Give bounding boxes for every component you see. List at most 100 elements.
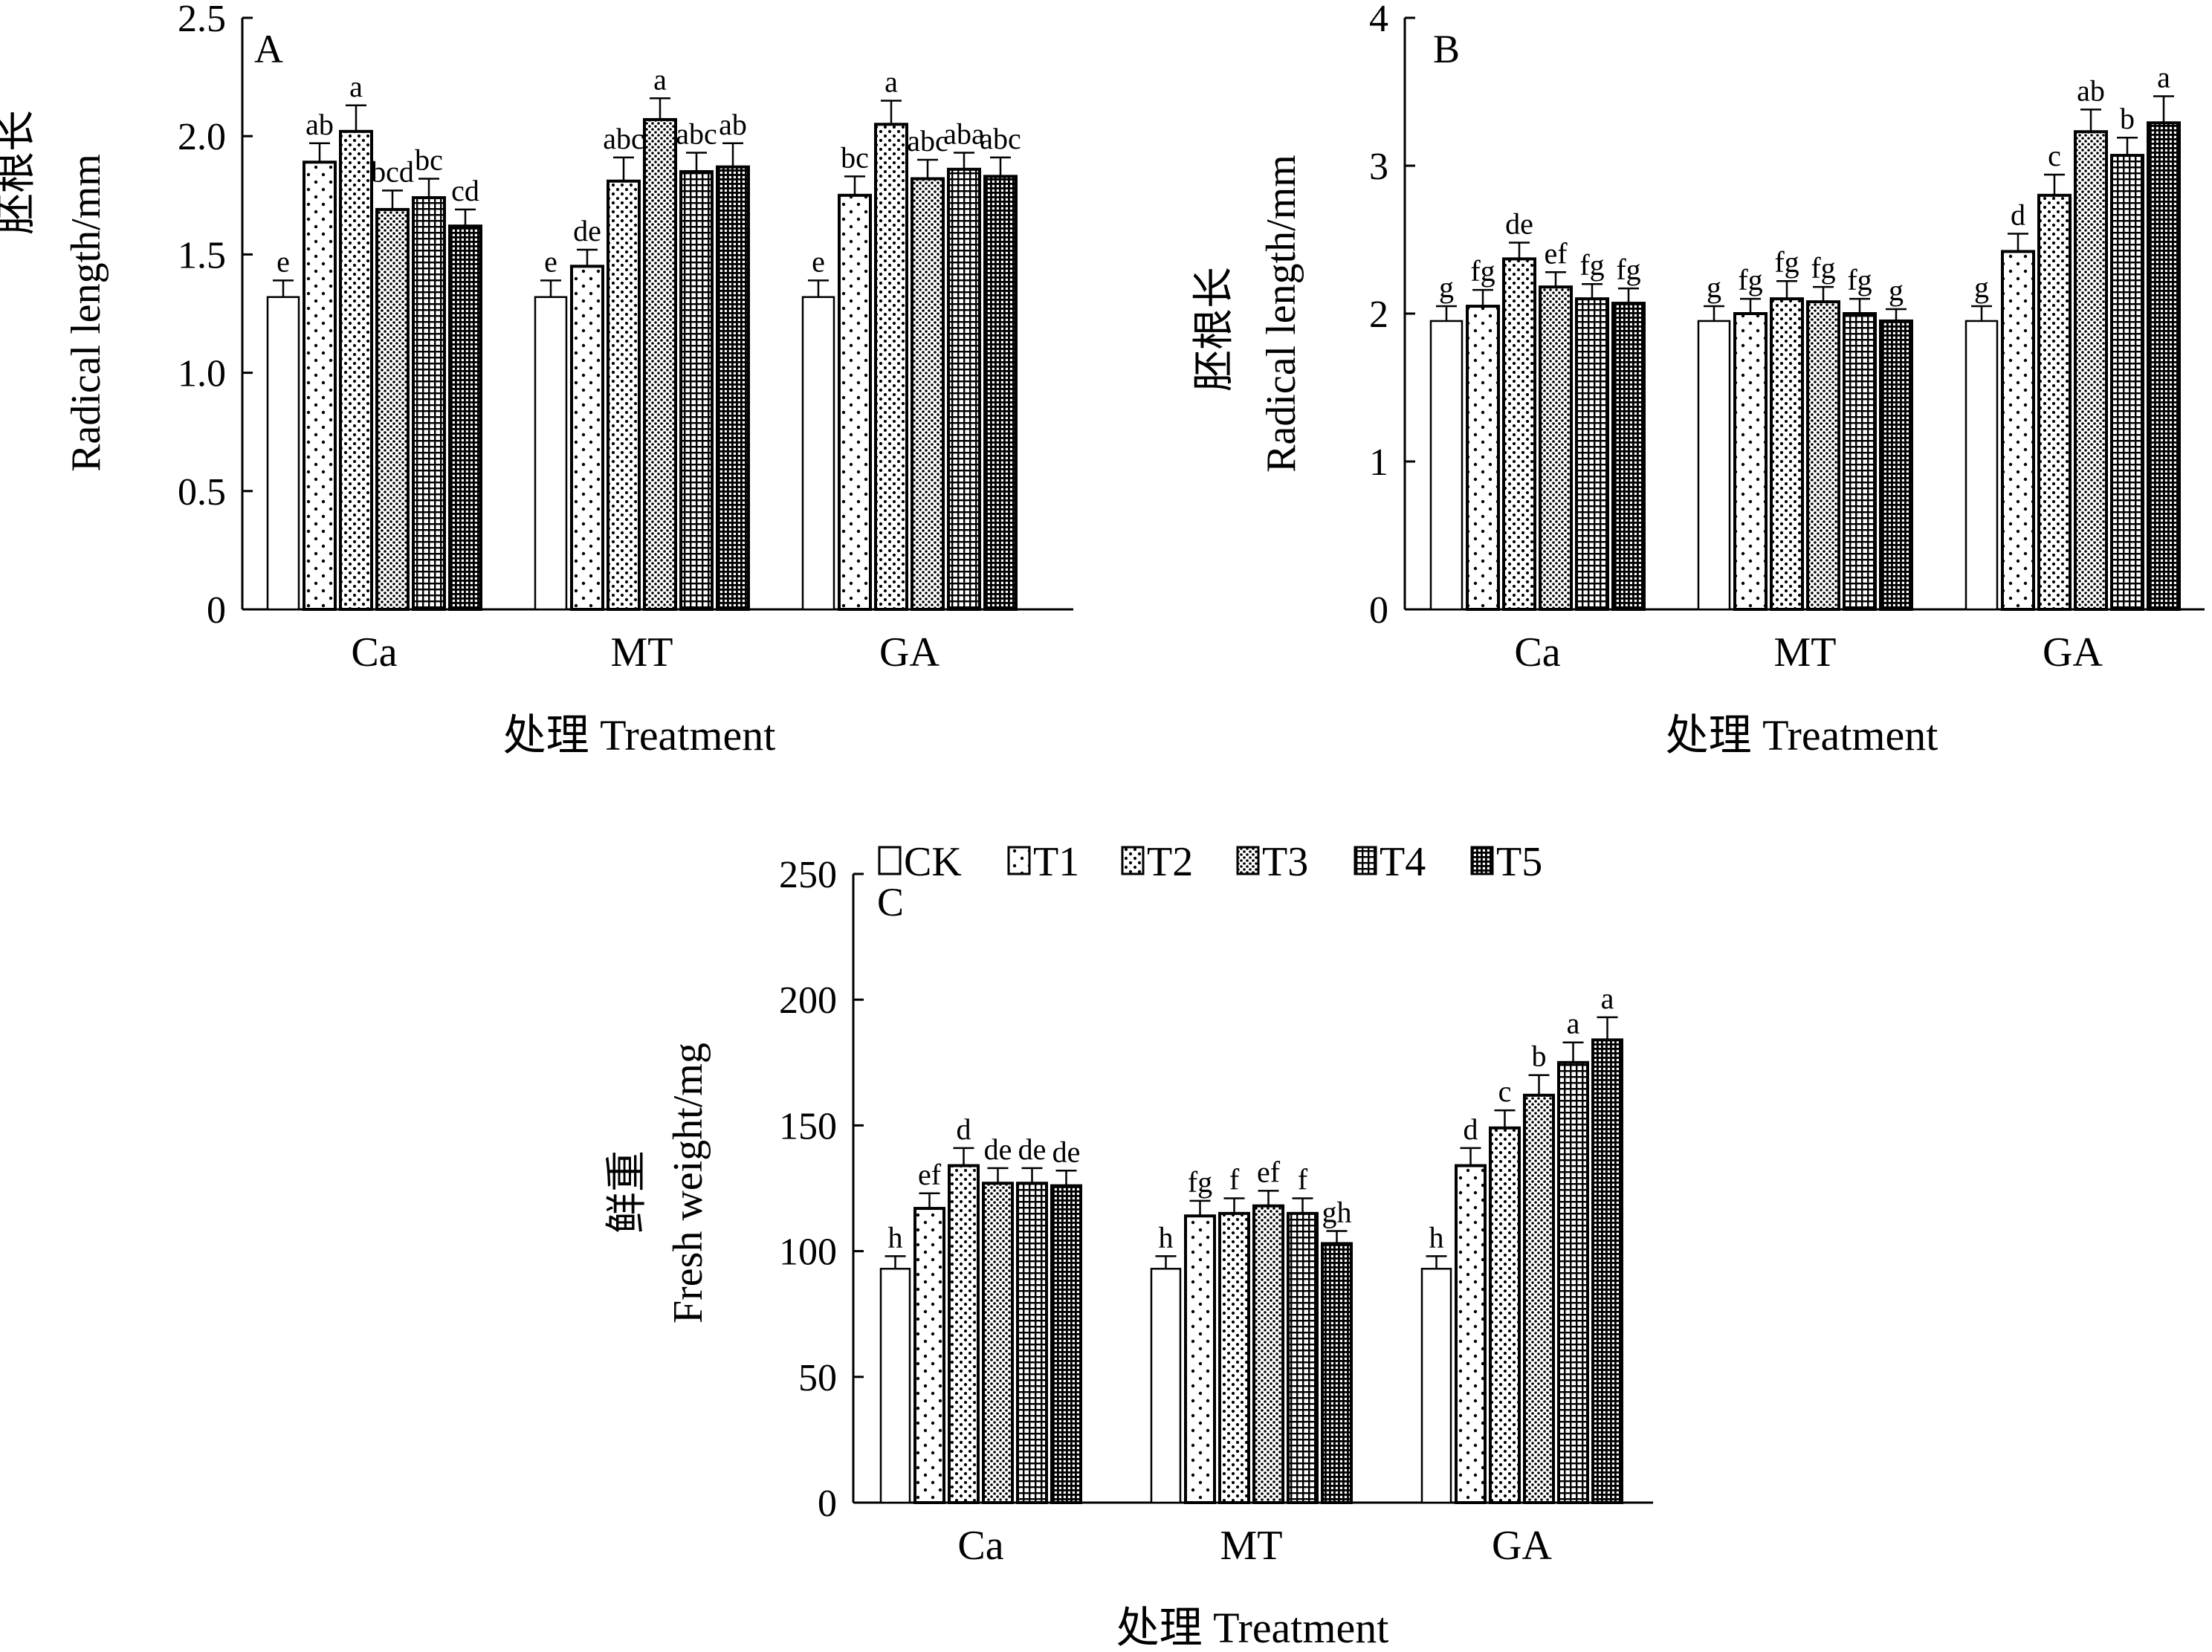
panel-c-sig-letter: gh xyxy=(1322,1196,1352,1229)
panel-a-ytick-label: 2.5 xyxy=(178,0,226,40)
panel-b-bar xyxy=(2147,121,2181,612)
panel-a-sig-letter: bcd xyxy=(371,155,414,188)
panel-c-sig-letter: d xyxy=(957,1112,971,1146)
panel-c-sig-letter: d xyxy=(1464,1112,1478,1146)
panel-a-bar xyxy=(643,117,677,612)
panel-c-sig-letter: de xyxy=(984,1133,1012,1166)
panel-b-sig-letter: a xyxy=(2157,60,2170,94)
panel-b-category-label: Ca xyxy=(1514,629,1560,676)
panel-b-sig-letter: ab xyxy=(2077,74,2105,107)
panel-b-bar xyxy=(1964,320,1999,611)
legend-item-t3: T3 xyxy=(1236,839,1308,885)
panel-a-ylabel-cn: 胚根长 xyxy=(0,110,39,235)
panel-b-bar xyxy=(1575,297,1609,611)
panel-c-sig-letter: fg xyxy=(1188,1165,1212,1199)
panel-a-sig-letter: e xyxy=(812,244,825,278)
legend-item-t2: T2 xyxy=(1121,839,1193,885)
panel-a-bar xyxy=(838,193,872,611)
panel-c-ylabel-en: Fresh weight/mg xyxy=(665,1043,711,1324)
panel-c: 鲜重 Fresh weight/mg 处理 Treatment C 0 50 100… xyxy=(604,854,1653,1652)
panel-b-sig-letter: g xyxy=(1707,271,1721,304)
panel-b-sig-letter: d xyxy=(2011,198,2025,232)
panel-a-bar xyxy=(339,129,373,612)
panel-a-sig-letter: a xyxy=(653,62,667,96)
panel-b-bar xyxy=(1466,305,1500,611)
legend-label-ck: CK xyxy=(904,839,962,885)
panel-b: 胚根长 Radical length/mm 处理 Treatment B 0 1 2… xyxy=(1191,0,2205,759)
panel-b-category-label: MT xyxy=(1774,629,1837,676)
panel-a-sig-letter: ab xyxy=(719,108,747,141)
panel-c-bar xyxy=(1184,1214,1216,1504)
panel-a-sig-letter: abc xyxy=(603,122,644,155)
panel-a-bar xyxy=(983,175,1018,611)
panel-b-xlabel: 处理 Treatment xyxy=(1666,711,1938,759)
panel-b-bar xyxy=(2110,154,2144,611)
panel-a-sig-letter: abc xyxy=(907,124,948,158)
legend-item-t5: T5 xyxy=(1470,839,1542,885)
panel-a-bar xyxy=(874,123,908,611)
panel-b-sig-letter: fg xyxy=(1774,245,1799,279)
panel-c-ytick-label: 50 xyxy=(798,1357,837,1399)
legend: CK T1 T2 T3 T4 T5 xyxy=(878,839,1542,885)
legend-label-t3: T3 xyxy=(1262,839,1308,885)
panel-c-sig-letter: de xyxy=(1018,1133,1047,1166)
panel-a-ytick-label: 0 xyxy=(207,589,226,632)
panel-b-ylabel-cn: 胚根长 xyxy=(1191,267,1238,392)
panel-c-sig-letter: h xyxy=(888,1220,903,1254)
panel-c-bar xyxy=(913,1207,945,1505)
legend-item-ck: CK xyxy=(878,839,962,885)
panel-c-ytick-label: 0 xyxy=(818,1483,837,1525)
panel-b-sig-letter: fg xyxy=(1847,263,1872,297)
legend-swatch-t4 xyxy=(1354,846,1377,875)
panel-b-bar xyxy=(1770,297,1804,611)
panel-b-bar xyxy=(1429,320,1464,611)
panel-b-bar xyxy=(1733,312,1768,611)
panel-b-ytick-label: 4 xyxy=(1369,0,1388,40)
panel-a-sig-letter: a xyxy=(349,70,363,103)
panel-b-sig-letter: fg xyxy=(1738,263,1762,297)
panel-c-bar xyxy=(982,1182,1014,1505)
panel-c-sig-letter: h xyxy=(1159,1220,1174,1254)
panel-a-label: A xyxy=(254,27,283,71)
panel-c-bar xyxy=(1050,1184,1082,1504)
panel-a-bar xyxy=(570,265,604,611)
panel-c-sig-letter: h xyxy=(1429,1220,1444,1254)
panel-a-bar xyxy=(947,167,981,611)
panel-a-bar xyxy=(716,165,750,612)
panel-b-sig-letter: c xyxy=(2048,139,2061,172)
panel-a-sig-letter: e xyxy=(544,244,557,278)
panel-b-bar xyxy=(1879,319,1913,611)
panel-a-sig-letter: bc xyxy=(841,140,869,174)
panel-b-bar xyxy=(1539,285,1573,611)
panel-a-sig-letter: de xyxy=(573,214,601,247)
panel-b-bar xyxy=(2074,130,2108,612)
panel-c-bar xyxy=(1321,1242,1353,1504)
legend-label-t2: T2 xyxy=(1147,839,1193,885)
panel-c-sig-letter: a xyxy=(1601,982,1614,1015)
panel-b-sig-letter: g xyxy=(1889,273,1904,307)
legend-swatch-ck xyxy=(878,846,902,875)
panel-a-sig-letter: abc xyxy=(676,117,717,150)
panel-b-bar xyxy=(1806,300,1840,611)
panel-a-ytick-label: 2.0 xyxy=(178,116,226,158)
panel-b-sig-letter: fg xyxy=(1811,251,1835,285)
panel-a-ytick-label: 0.5 xyxy=(178,471,226,514)
legend-swatch-t1 xyxy=(1007,846,1031,875)
panel-c-label: C xyxy=(877,880,904,924)
panel-b-bar xyxy=(1611,302,1646,611)
panel-a-bar xyxy=(412,195,446,611)
panel-c-bar xyxy=(1252,1204,1284,1504)
panel-c-sig-letter: ef xyxy=(918,1158,942,1191)
panel-a-ytick-label: 1.0 xyxy=(178,353,226,395)
panel-c-ytick-label: 100 xyxy=(779,1231,837,1274)
panel-b-sig-letter: fg xyxy=(1579,248,1604,282)
panel-b-ytick-label: 3 xyxy=(1369,146,1388,188)
panel-b-sig-letter: b xyxy=(2120,102,2135,135)
panel-c-sig-letter: f xyxy=(1298,1163,1308,1196)
panel-c-ytick-label: 250 xyxy=(779,854,837,896)
panel-c-bar xyxy=(1287,1211,1319,1504)
panel-b-bar xyxy=(2001,250,2035,611)
panel-c-sig-letter: ef xyxy=(1257,1155,1281,1188)
panel-c-bar xyxy=(1420,1268,1452,1504)
